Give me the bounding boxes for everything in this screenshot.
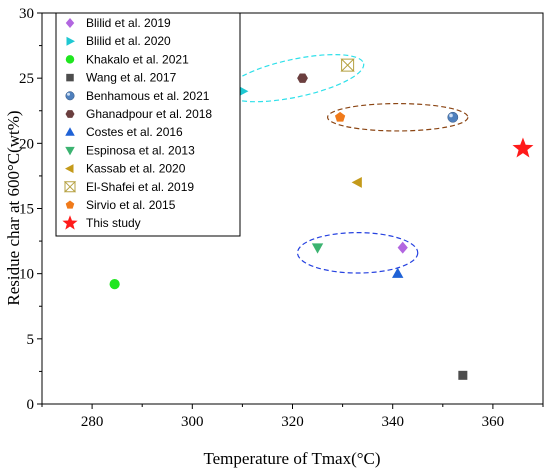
- legend-marker-1: [65, 18, 75, 28]
- data-point-4-1: [458, 370, 468, 380]
- data-points: [109, 58, 534, 380]
- dashed-ellipse-1: [225, 54, 365, 103]
- legend-label-1: Blilid et al. 2019: [86, 16, 171, 30]
- annotation-ellipses: [225, 54, 469, 274]
- legend-marker-9: [65, 164, 74, 174]
- legend-marker-5-highlight: [67, 92, 70, 96]
- y-tick-label-5: 25: [19, 71, 34, 87]
- legend-label-9: Kassab et al. 2020: [86, 162, 186, 176]
- legend-label-10: El-Shafei et al. 2019: [86, 180, 194, 194]
- x-tick-label-0: 280: [81, 414, 104, 430]
- x-tick-label-1: 300: [181, 414, 204, 430]
- legend-label-7: Costes et al. 2016: [86, 125, 183, 139]
- y-tick-label-3: 15: [19, 202, 34, 218]
- legend-label-4: Wang et al. 2017: [86, 71, 177, 85]
- dashed-ellipse-3: [296, 232, 419, 274]
- data-point-6-1: [297, 73, 308, 83]
- y-tick-label-0: 0: [27, 397, 35, 413]
- data-point-3-1: [109, 278, 120, 290]
- legend-marker-7: [65, 127, 75, 136]
- legend-marker-10: [63, 181, 77, 193]
- legend-label-3: Khakalo et al. 2021: [86, 52, 189, 66]
- legend-marker-5: [65, 91, 75, 101]
- legend-marker-6: [65, 110, 75, 118]
- data-point-10-1: [340, 58, 355, 72]
- data-point-12-1: [512, 137, 534, 158]
- x-tick-label-3: 340: [381, 414, 404, 430]
- data-point-1-1: [397, 241, 408, 254]
- data-point-9-1: [351, 177, 362, 188]
- legend-label-8: Espinosa et al. 2013: [86, 143, 195, 157]
- data-point-7-1: [392, 267, 404, 278]
- data-point-11-1: [334, 111, 346, 122]
- legend-marker-2: [66, 36, 75, 46]
- x-axis-ticks: 280 300 320 340 360: [41, 404, 544, 430]
- y-tick-label-4: 20: [19, 136, 34, 152]
- x-axis-title: Temperature of Tmax(°C): [203, 449, 380, 468]
- legend-box: [55, 12, 241, 237]
- legend-label-2: Blilid et al. 2020: [86, 34, 171, 48]
- y-axis-ticks: 0 5 10 15 20 25 30: [19, 6, 42, 413]
- y-tick-label-1: 5: [27, 332, 35, 348]
- legend-marker-12: [62, 215, 78, 230]
- legend-marker-8: [65, 146, 75, 156]
- y-axis-title: Residue char at 600°C(wt%): [4, 110, 23, 305]
- legend-label-12: This study: [86, 216, 141, 230]
- data-point-2-1: [238, 85, 249, 97]
- dashed-ellipse-2: [326, 102, 469, 132]
- legend-marker-11: [65, 200, 75, 209]
- data-point-8-1: [311, 243, 324, 254]
- legend: Blilid et al. 2019 Blilid et al. 2020 Khak…: [55, 12, 241, 237]
- legend-label-6: Ghanadpour et al. 2018: [86, 107, 212, 121]
- y-tick-label-2: 10: [19, 267, 34, 283]
- legend-marker-3: [65, 55, 75, 64]
- legend-marker-4: [66, 73, 74, 82]
- legend-label-5: Benhamous et al. 2021: [86, 89, 210, 103]
- x-tick-label-4: 360: [482, 414, 505, 430]
- data-point-5-1-highlight: [449, 113, 453, 118]
- legend-label-11: Sirvio et al. 2015: [86, 198, 176, 212]
- y-tick-label-6: 30: [19, 6, 34, 22]
- data-point-5-1: [447, 111, 459, 123]
- x-tick-label-2: 320: [281, 414, 304, 430]
